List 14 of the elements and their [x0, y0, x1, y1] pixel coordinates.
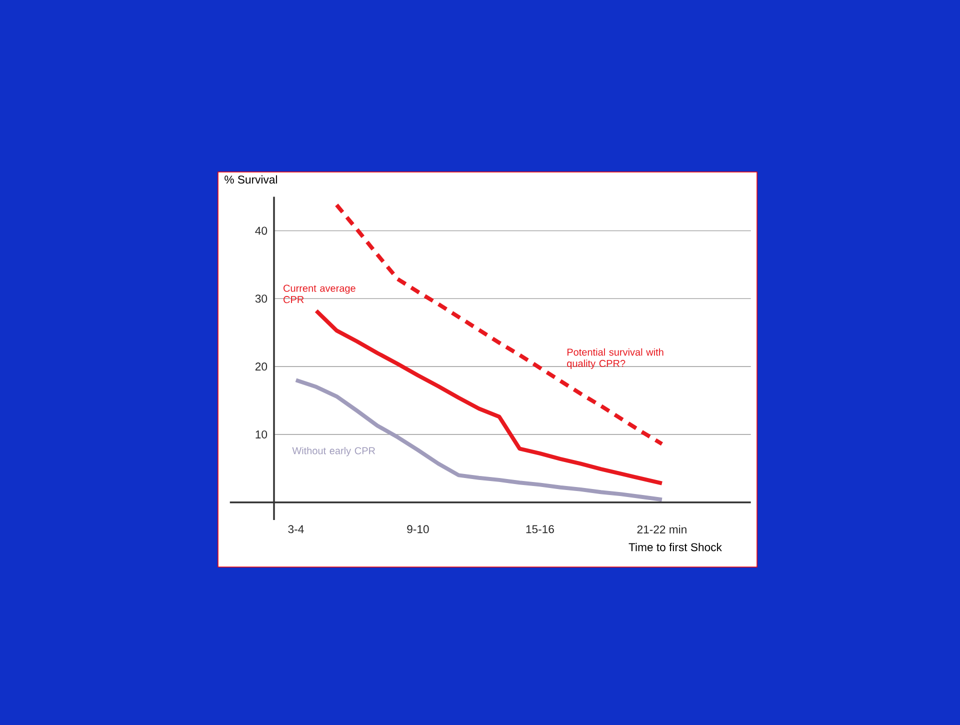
x-axis-title: Time to first Shock — [628, 542, 722, 552]
y-tick-label: 20 — [255, 362, 268, 371]
line-series — [294, 378, 664, 502]
x-tick-label: 21-22 min — [637, 525, 686, 534]
y-tick-label: 10 — [256, 430, 268, 438]
x-tick-label: 9-10 — [407, 525, 429, 534]
series-label: Without early CPR — [292, 446, 376, 456]
y-tick-label: 30 — [255, 294, 268, 303]
series-label: Current average CPR — [284, 284, 356, 304]
x-tick-label: 15-16 — [526, 525, 554, 534]
y-axis-title: % Survival — [224, 175, 277, 184]
series-label: Potential survival with quality CPR? — [567, 348, 664, 369]
x-tick-label: 3-4 — [288, 525, 304, 534]
y-tick-label: 40 — [255, 226, 268, 235]
